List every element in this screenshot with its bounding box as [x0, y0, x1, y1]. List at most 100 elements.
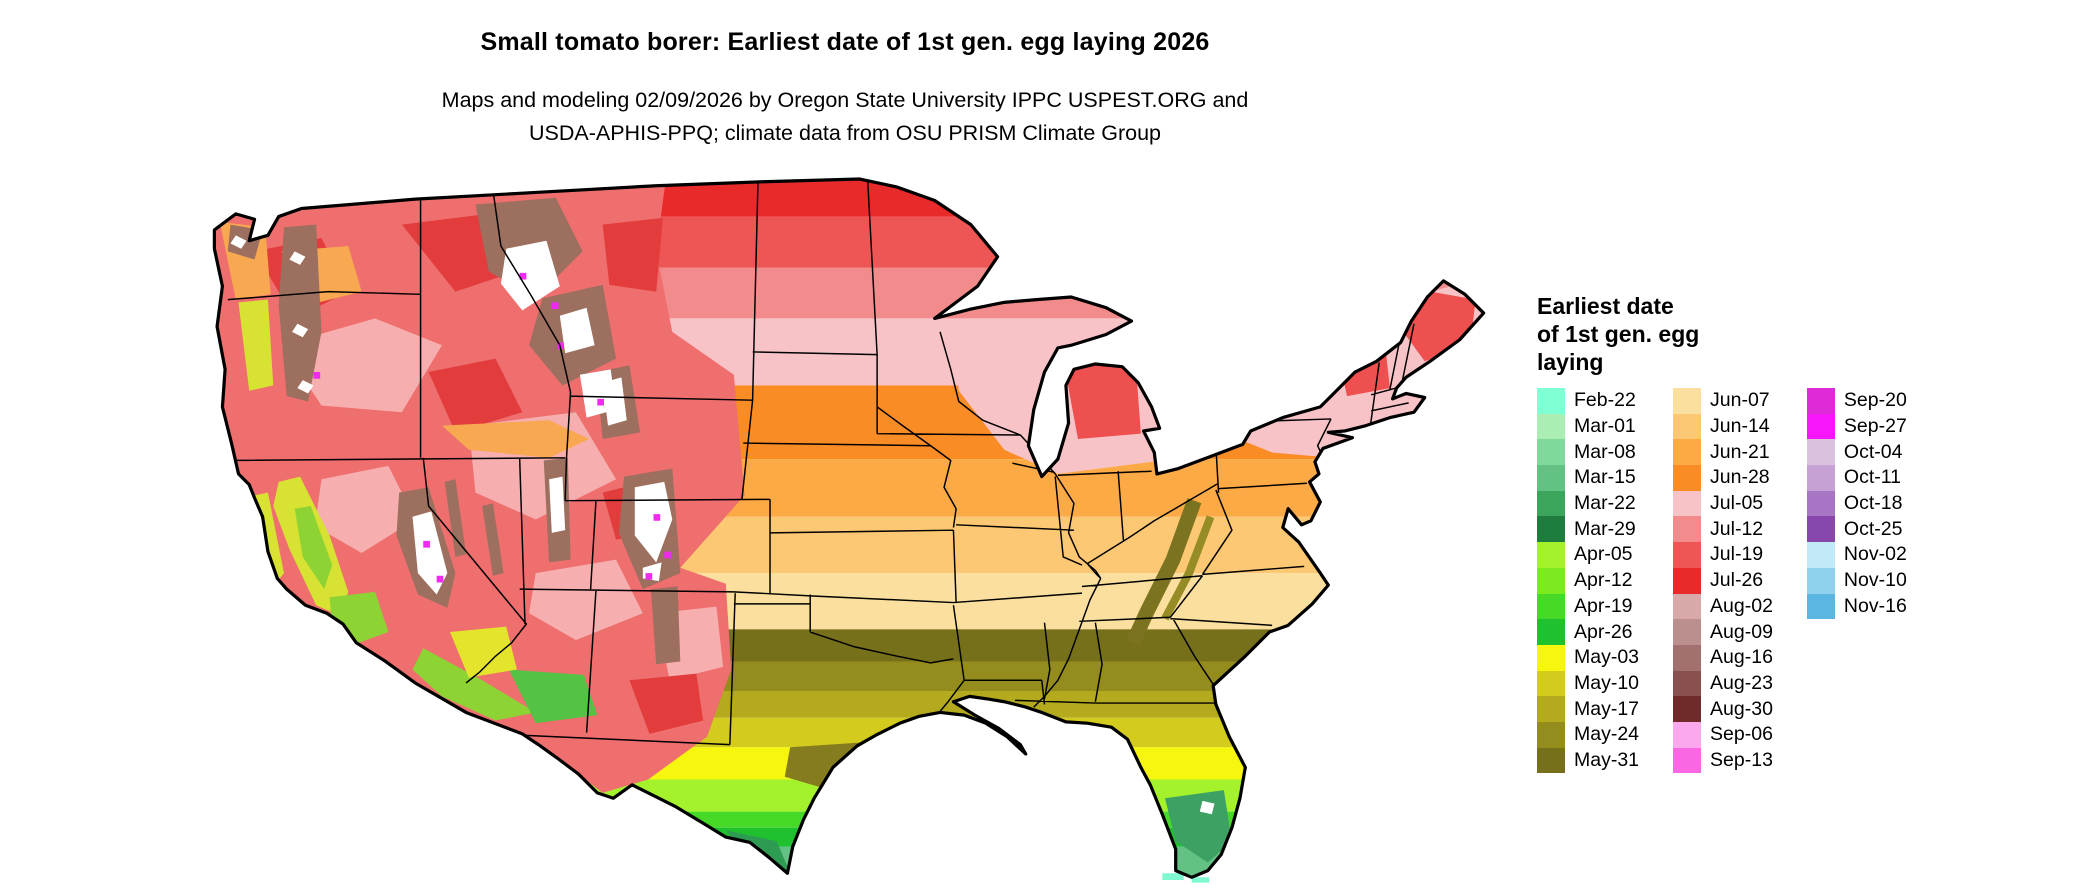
legend-label: Jul-12 — [1710, 517, 1764, 540]
legend-item: Mar-15 — [1537, 465, 1639, 491]
band-May-10 — [214, 717, 1484, 748]
page-title: Small tomato borer: Earliest date of 1st… — [480, 28, 1210, 56]
legend-swatch — [1673, 388, 1702, 414]
legend-item: May-03 — [1537, 644, 1640, 671]
legend-item: Apr-12 — [1537, 567, 1639, 594]
legend-label: Sep-27 — [1843, 415, 1907, 438]
legend-label: Jun-14 — [1710, 415, 1770, 438]
legend-label: Jul-19 — [1710, 543, 1764, 566]
legend-item: Nov-02 — [1806, 542, 1907, 568]
legend-item: May-24 — [1537, 721, 1640, 748]
band-May-17 — [214, 691, 1484, 718]
legend-item: Apr-05 — [1537, 542, 1639, 568]
legend-swatch — [1673, 644, 1702, 671]
legend-title: Earliest date of 1st gen. egg laying — [1537, 292, 1941, 376]
legend-swatch — [1673, 747, 1702, 774]
legend-column: Sep-20 Sep-27 Oct-04 Oct-11 Oct-18 Oct-25 Nov-… — [1806, 388, 1907, 773]
legend-item: Jun-21 — [1673, 439, 1773, 466]
legend-swatch — [1806, 490, 1835, 517]
arizona-green-patches — [508, 669, 598, 724]
legend-columns: Feb-22 Mar-01 Mar-08 Mar-15 Mar-22 Mar-29 Apr-… — [1537, 388, 1941, 774]
legend-swatch — [1806, 413, 1835, 440]
legend-item: Sep-06 — [1673, 721, 1773, 748]
legend-label: Oct-04 — [1843, 440, 1903, 463]
legend-label: Aug-16 — [1710, 646, 1773, 669]
appalachian-olive-ridge — [1126, 498, 1202, 646]
mountain-white-patches — [230, 235, 673, 595]
legend-swatch — [1673, 619, 1702, 645]
legend-item: Sep-13 — [1673, 747, 1773, 774]
legend-label: Feb-22 — [1574, 389, 1636, 412]
legend-label: Nov-10 — [1843, 569, 1907, 592]
legend-item: May-10 — [1537, 670, 1640, 697]
legend-item: Jul-19 — [1673, 542, 1773, 568]
legend-item: Apr-26 — [1537, 619, 1639, 645]
legend-label: May-31 — [1574, 748, 1640, 771]
legend-label: May-03 — [1574, 646, 1640, 669]
legend-column: Feb-22 Mar-01 Mar-08 Mar-15 Mar-22 Mar-29 Apr-… — [1537, 388, 1640, 774]
legend-swatch — [1537, 439, 1565, 466]
legend-item: Aug-09 — [1673, 619, 1773, 645]
legend-swatch — [1673, 542, 1702, 568]
legend-item: Mar-08 — [1537, 439, 1639, 466]
legend-label: Nov-16 — [1843, 594, 1907, 617]
legend-label: Apr-05 — [1574, 543, 1633, 566]
legend-title-line-1: Earliest date — [1537, 293, 1674, 319]
legend-swatch — [1806, 388, 1835, 414]
legend-label: Aug-09 — [1710, 620, 1773, 643]
legend-item: Aug-23 — [1673, 670, 1773, 697]
legend-item: Apr-19 — [1537, 593, 1639, 620]
legend-swatch — [1806, 593, 1835, 620]
legend-label: Sep-20 — [1843, 389, 1907, 412]
legend-label: Jun-07 — [1710, 389, 1770, 412]
legend-label: Aug-23 — [1710, 671, 1773, 694]
legend-swatch — [1537, 413, 1565, 440]
legend-swatch — [1537, 593, 1565, 620]
legend-label: May-10 — [1574, 671, 1640, 694]
legend-item: Oct-18 — [1806, 490, 1907, 517]
legend-item: Jul-26 — [1673, 567, 1773, 594]
legend-item: Nov-10 — [1806, 567, 1907, 594]
legend-item: Aug-02 — [1673, 593, 1773, 620]
legend-swatch — [1537, 490, 1565, 517]
legend-swatch — [1537, 644, 1565, 671]
appalachian-olive-ridge-2 — [1161, 515, 1215, 621]
lake-okeechobee — [1199, 800, 1215, 815]
legend-swatch — [1806, 439, 1835, 466]
legend-swatch — [1537, 747, 1565, 774]
legend-item: May-31 — [1537, 747, 1640, 774]
legend-title-line-3: laying — [1537, 349, 1604, 375]
legend-item: Oct-25 — [1806, 516, 1907, 543]
legend-label: Mar-08 — [1574, 440, 1636, 463]
page-subtitle: Maps and modeling 02/09/2026 by Oregon S… — [0, 84, 1690, 150]
legend-swatch — [1537, 721, 1565, 748]
legend-label: Jun-21 — [1710, 440, 1770, 463]
legend-label: May-24 — [1574, 723, 1640, 746]
legend-item: Mar-22 — [1537, 490, 1639, 517]
florida-keys-strip — [1162, 873, 1210, 883]
legend-label: Nov-02 — [1843, 543, 1907, 566]
legend-swatch — [1806, 516, 1835, 543]
legend-label: Aug-30 — [1710, 697, 1773, 720]
subtitle-line-1: Maps and modeling 02/09/2026 by Oregon S… — [441, 88, 1249, 112]
legend-item: Jul-05 — [1673, 490, 1773, 517]
band-Apr-05 — [214, 779, 1484, 812]
legend-label: Mar-29 — [1574, 517, 1636, 540]
legend-swatch — [1806, 567, 1835, 594]
legend-item: Mar-29 — [1537, 516, 1639, 543]
legend-item: Mar-01 — [1537, 413, 1639, 440]
legend-label: Mar-01 — [1574, 415, 1636, 438]
legend-title-line-2: of 1st gen. egg — [1537, 321, 1700, 347]
map-legend: Earliest date of 1st gen. egg laying Feb… — [1537, 292, 1941, 774]
legend-swatch — [1673, 439, 1702, 466]
legend-label: Jun-28 — [1710, 466, 1770, 489]
legend-item: Nov-16 — [1806, 593, 1907, 620]
south-florida-green — [1164, 790, 1232, 863]
legend-item: Jul-12 — [1673, 516, 1773, 543]
legend-swatch — [1673, 465, 1702, 491]
legend-item: Aug-30 — [1673, 696, 1773, 722]
legend-swatch — [1537, 567, 1565, 594]
legend-label: Oct-25 — [1843, 517, 1903, 540]
subtitle-line-2: USDA-APHIS-PPQ; climate data from OSU PR… — [528, 121, 1162, 145]
band-Apr-19 — [214, 811, 1484, 828]
